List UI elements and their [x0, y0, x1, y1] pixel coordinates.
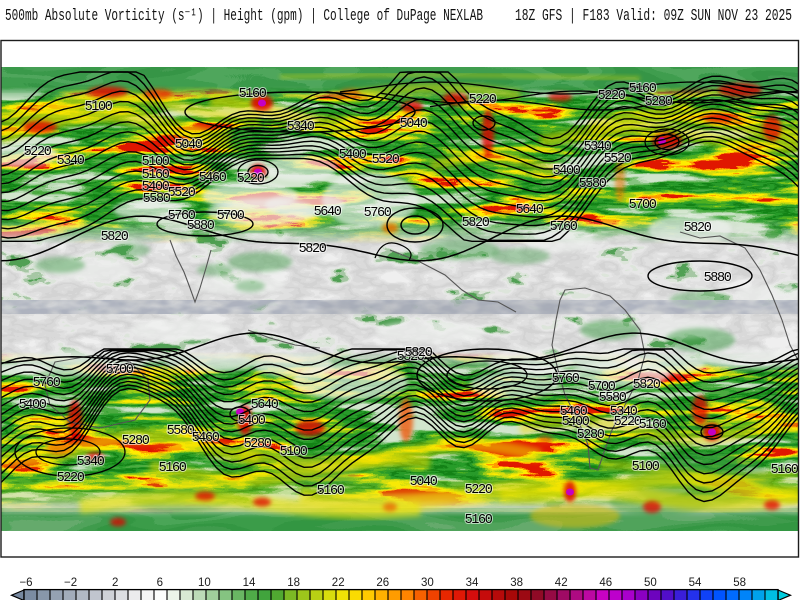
svg-text:5640: 5640: [314, 205, 342, 220]
svg-text:5400: 5400: [339, 148, 367, 163]
svg-text:10: 10: [198, 577, 211, 589]
svg-text:5340: 5340: [610, 405, 638, 420]
svg-text:5340: 5340: [57, 154, 85, 169]
svg-text:5460: 5460: [192, 431, 220, 446]
svg-text:5700: 5700: [588, 380, 616, 395]
svg-text:5580: 5580: [579, 177, 607, 192]
svg-text:5160: 5160: [465, 513, 493, 528]
svg-text:5160: 5160: [142, 168, 170, 183]
svg-text:58: 58: [733, 577, 746, 589]
svg-text:5520: 5520: [168, 186, 196, 201]
svg-text:5040: 5040: [175, 138, 203, 153]
svg-text:5640: 5640: [516, 203, 544, 218]
svg-text:5820: 5820: [684, 221, 712, 236]
svg-text:5760: 5760: [168, 209, 196, 224]
svg-text:6: 6: [157, 577, 163, 589]
svg-text:5340: 5340: [287, 120, 315, 135]
svg-text:5460: 5460: [560, 405, 588, 420]
svg-text:5400: 5400: [142, 180, 170, 195]
svg-text:−6: −6: [19, 577, 32, 589]
svg-text:5400: 5400: [238, 414, 266, 429]
svg-text:5220: 5220: [598, 89, 626, 104]
svg-text:5280: 5280: [577, 428, 605, 443]
svg-text:5880: 5880: [704, 271, 732, 286]
svg-text:5580: 5580: [143, 192, 171, 207]
svg-text:5340: 5340: [584, 140, 612, 155]
svg-text:5280: 5280: [244, 437, 272, 452]
svg-text:5280: 5280: [645, 95, 673, 110]
svg-text:14: 14: [243, 577, 256, 589]
svg-text:2: 2: [112, 577, 118, 589]
svg-text:5520: 5520: [604, 152, 632, 167]
svg-text:5100: 5100: [280, 445, 308, 460]
svg-text:5760: 5760: [550, 220, 578, 235]
svg-text:5160: 5160: [771, 463, 799, 478]
svg-text:5820: 5820: [397, 350, 425, 365]
svg-text:5100: 5100: [632, 460, 660, 475]
svg-text:34: 34: [466, 577, 479, 589]
svg-text:5340: 5340: [77, 455, 105, 470]
svg-text:5040: 5040: [400, 117, 428, 132]
svg-text:22: 22: [332, 577, 345, 589]
svg-text:5580: 5580: [599, 391, 627, 406]
svg-text:26: 26: [376, 577, 389, 589]
svg-text:5220: 5220: [237, 172, 265, 187]
svg-text:5280: 5280: [122, 434, 150, 449]
svg-text:5640: 5640: [251, 398, 279, 413]
svg-text:5400: 5400: [562, 415, 590, 430]
svg-text:5160: 5160: [639, 418, 667, 433]
svg-text:18: 18: [287, 577, 300, 589]
svg-text:5220: 5220: [465, 483, 493, 498]
svg-text:42: 42: [555, 577, 568, 589]
svg-text:500mb Absolute Vorticity (s⁻¹): 500mb Absolute Vorticity (s⁻¹) | Height …: [5, 6, 483, 25]
svg-text:5880: 5880: [187, 219, 215, 234]
svg-text:18Z GFS | F183 Valid: 09Z SUN: 18Z GFS | F183 Valid: 09Z SUN NOV 23 202…: [515, 6, 792, 25]
svg-text:5820: 5820: [462, 216, 490, 231]
svg-text:5160: 5160: [317, 484, 345, 499]
svg-text:5100: 5100: [85, 100, 113, 115]
svg-text:5760: 5760: [364, 206, 392, 221]
svg-text:5700: 5700: [629, 198, 657, 213]
svg-text:5220: 5220: [614, 415, 642, 430]
svg-text:5820: 5820: [299, 242, 327, 257]
svg-text:5040: 5040: [410, 475, 438, 490]
svg-text:5160: 5160: [159, 461, 187, 476]
svg-text:38: 38: [510, 577, 523, 589]
svg-text:5220: 5220: [24, 145, 52, 160]
svg-text:46: 46: [599, 577, 612, 589]
svg-text:5520: 5520: [372, 153, 400, 168]
svg-text:−2: −2: [64, 577, 77, 589]
svg-text:5160: 5160: [239, 87, 267, 102]
svg-text:5160: 5160: [629, 82, 657, 97]
svg-text:5700: 5700: [217, 209, 245, 224]
svg-text:5460: 5460: [199, 171, 227, 186]
svg-text:5820: 5820: [405, 346, 433, 361]
svg-text:5220: 5220: [469, 93, 497, 108]
svg-text:5220: 5220: [57, 471, 85, 486]
svg-text:5400: 5400: [19, 398, 47, 413]
svg-text:5700: 5700: [106, 363, 134, 378]
svg-text:5820: 5820: [633, 378, 661, 393]
svg-text:5580: 5580: [167, 424, 195, 439]
svg-text:5760: 5760: [552, 372, 580, 387]
svg-text:50: 50: [644, 577, 657, 589]
svg-text:54: 54: [689, 577, 702, 589]
svg-text:5820: 5820: [101, 230, 129, 245]
svg-text:5100: 5100: [142, 155, 170, 170]
svg-text:5760: 5760: [33, 376, 61, 391]
svg-text:30: 30: [421, 577, 434, 589]
svg-text:5400: 5400: [553, 164, 581, 179]
